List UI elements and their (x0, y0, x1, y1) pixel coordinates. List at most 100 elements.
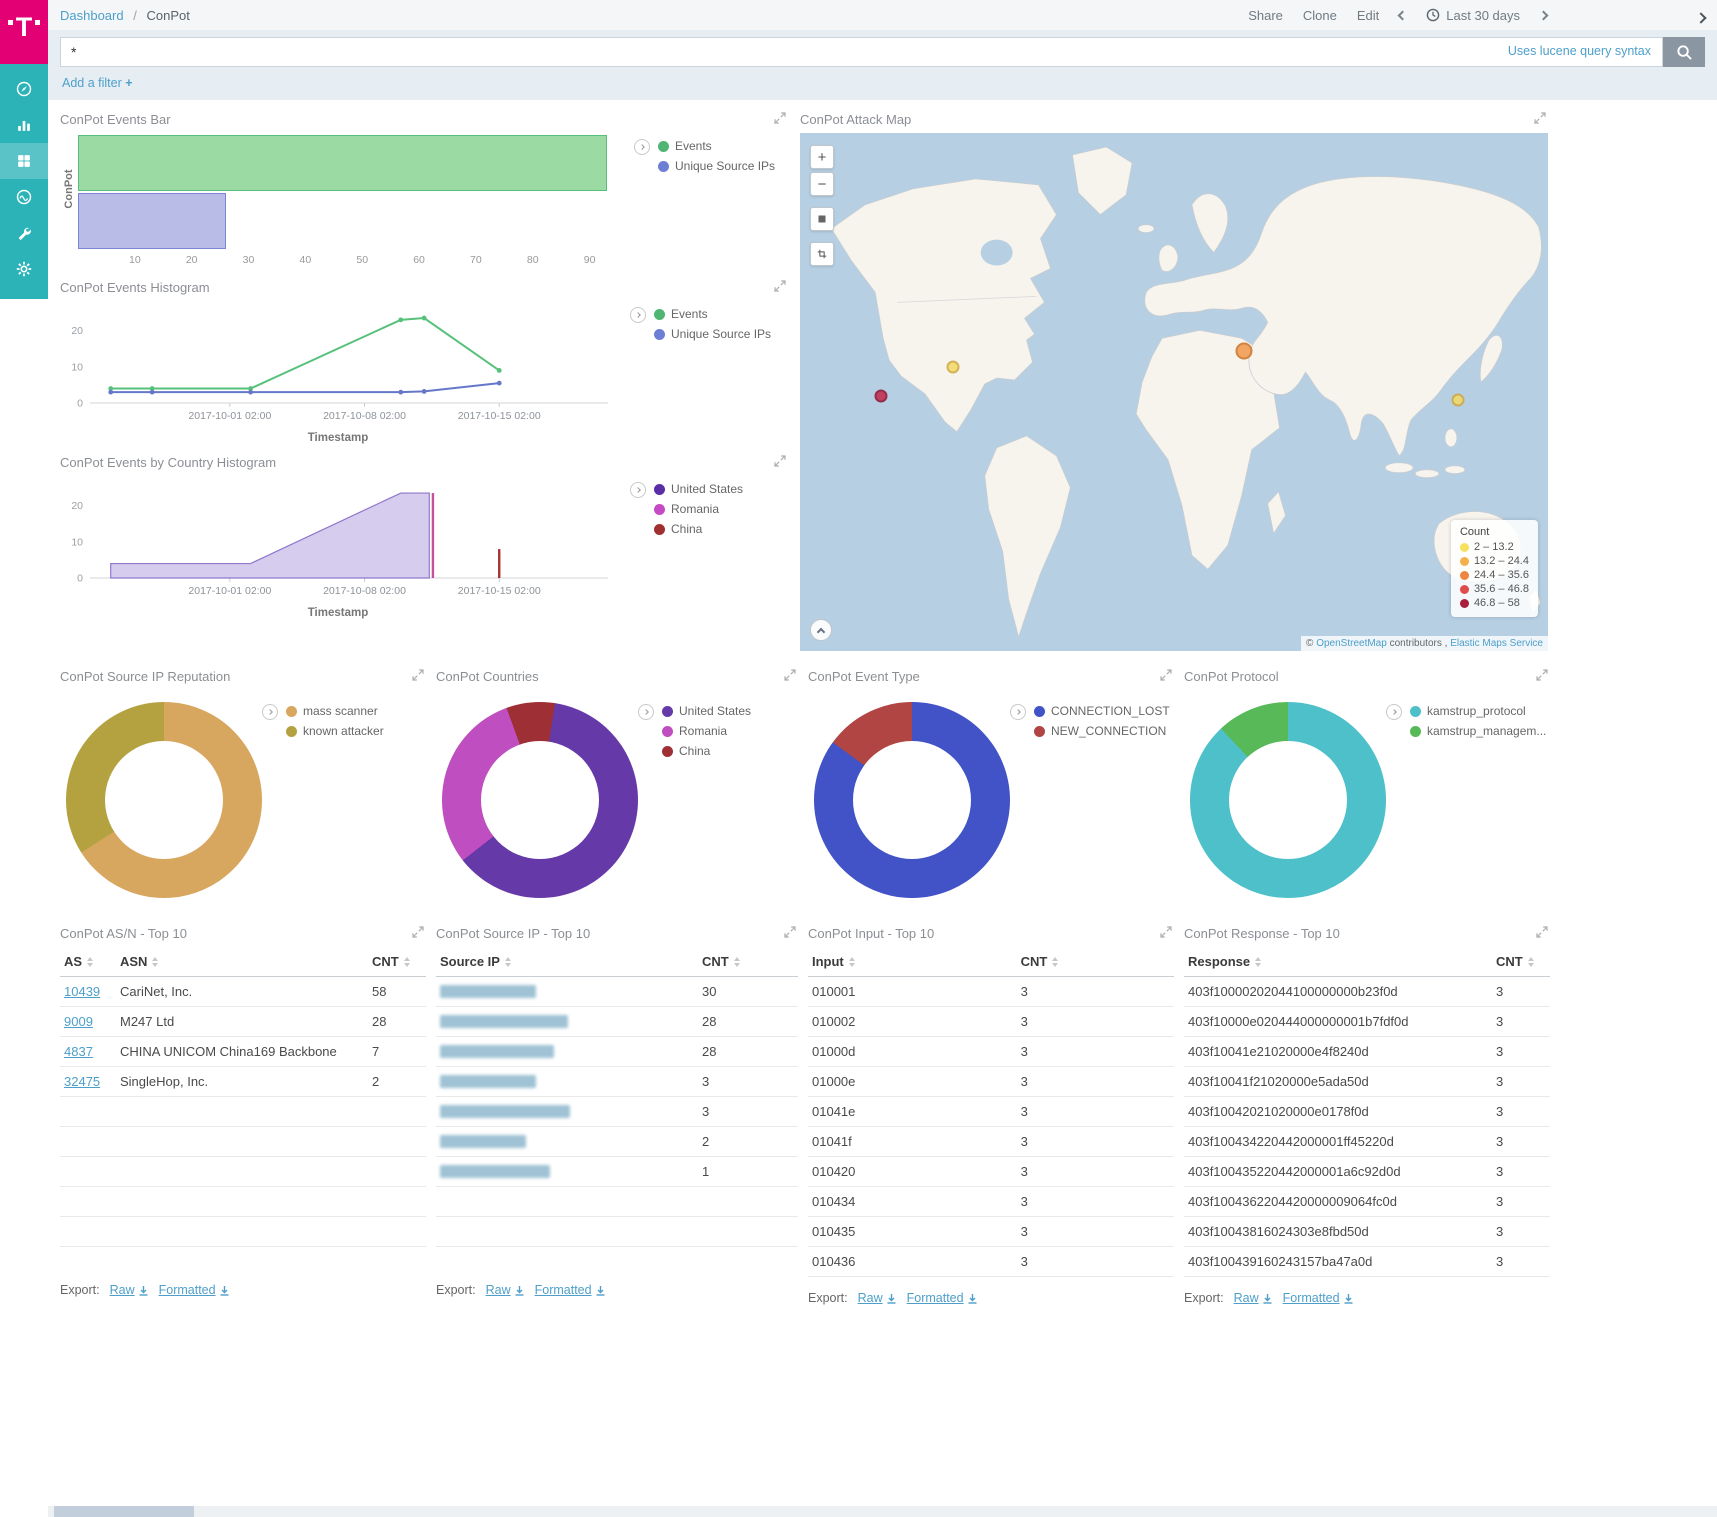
legend-item[interactable]: kamstrup_protocol (1410, 704, 1546, 718)
column-header-response[interactable]: Response (1184, 947, 1492, 977)
legend-toggle-icon[interactable] (1010, 704, 1026, 720)
legend-item[interactable]: United States (654, 482, 743, 496)
expand-panel-icon[interactable] (772, 110, 788, 129)
time-range-button[interactable]: Last 30 days (1426, 8, 1520, 23)
lucene-syntax-link[interactable]: Uses lucene query syntax (1507, 44, 1651, 58)
expand-panel-icon[interactable] (1158, 924, 1174, 943)
scrollbar-thumb[interactable] (54, 1506, 194, 1517)
query-input[interactable] (60, 37, 1663, 67)
sort-icon[interactable] (152, 956, 159, 967)
sort-icon[interactable] (733, 956, 740, 967)
expand-panel-icon[interactable] (410, 667, 426, 686)
sort-icon[interactable] (1527, 956, 1534, 967)
legend-toggle-icon[interactable] (262, 704, 278, 720)
map-marker[interactable] (1235, 342, 1253, 360)
legend-item[interactable]: Events (658, 139, 775, 153)
expand-panel-icon[interactable] (782, 667, 798, 686)
legend-toggle-icon[interactable] (630, 307, 646, 323)
sidebar-item-dev-tools[interactable] (0, 215, 48, 251)
openstreetmap-link[interactable]: OpenStreetMap (1316, 638, 1387, 649)
legend-item[interactable]: Romania (654, 502, 743, 516)
export-formatted-link[interactable]: Formatted (907, 1291, 978, 1305)
export-raw-link[interactable]: Raw (110, 1283, 149, 1297)
column-header-source-ip[interactable]: Source IP (436, 947, 698, 977)
sidebar-item-dashboard[interactable] (0, 143, 48, 179)
expand-panel-icon[interactable] (782, 924, 798, 943)
bar-unique-source-ips[interactable] (78, 193, 226, 249)
expand-panel-icon[interactable] (410, 924, 426, 943)
legend-item[interactable]: United States (662, 704, 751, 718)
sort-icon[interactable] (1052, 956, 1059, 967)
legend-item[interactable]: Romania (662, 724, 751, 738)
expand-panel-icon[interactable] (772, 278, 788, 297)
legend-item[interactable]: China (654, 522, 743, 536)
as-link[interactable]: 32475 (64, 1074, 101, 1089)
expand-panel-icon[interactable] (1534, 667, 1550, 686)
map-marker[interactable] (1451, 393, 1465, 407)
donut-countries[interactable] (442, 702, 638, 898)
legend-toggle-icon[interactable] (630, 482, 646, 498)
time-prev-button[interactable] (1397, 10, 1408, 20)
sidebar-item-discover[interactable] (0, 71, 48, 107)
add-filter-link[interactable]: Add a filter + (62, 76, 133, 90)
recenter-button[interactable] (810, 619, 832, 641)
export-raw-link[interactable]: Raw (486, 1283, 525, 1297)
edit-button[interactable]: Edit (1356, 7, 1380, 23)
legend-item[interactable]: kamstrup_managem... (1410, 724, 1546, 738)
expand-panel-icon[interactable] (772, 453, 788, 472)
legend-item[interactable]: Unique Source IPs (654, 327, 771, 341)
zoom-out-button[interactable]: − (810, 172, 834, 196)
clone-button[interactable]: Clone (1302, 7, 1337, 23)
legend-item[interactable]: CONNECTION_LOST (1034, 704, 1170, 718)
sort-icon[interactable] (504, 956, 511, 967)
share-button[interactable]: Share (1248, 7, 1283, 23)
expand-panel-icon[interactable] (1532, 110, 1548, 129)
tmobile-logo[interactable]: T (0, 0, 48, 64)
sort-icon[interactable] (87, 956, 94, 967)
export-raw-link[interactable]: Raw (1234, 1291, 1273, 1305)
legend-item[interactable]: mass scanner (286, 704, 384, 718)
zoom-in-button[interactable]: + (810, 145, 834, 169)
legend-toggle-icon[interactable] (1386, 704, 1402, 720)
breadcrumb-dashboard-link[interactable]: Dashboard (60, 7, 124, 23)
sidebar-item-visualize[interactable] (0, 107, 48, 143)
fit-data-button[interactable] (810, 207, 834, 231)
legend-item[interactable]: Unique Source IPs (658, 159, 775, 173)
expand-panel-icon[interactable] (1158, 667, 1174, 686)
legend-item[interactable]: Events (654, 307, 771, 321)
time-next-button[interactable] (1538, 10, 1549, 20)
donut-source-ip-reputation[interactable] (66, 702, 262, 898)
column-header-cnt[interactable]: CNT (698, 947, 798, 977)
column-header-input[interactable]: Input (808, 947, 1017, 977)
sort-icon[interactable] (1255, 956, 1262, 967)
search-button[interactable] (1663, 37, 1705, 67)
horizontal-scrollbar[interactable] (48, 1506, 1717, 1517)
bar-events[interactable] (78, 135, 607, 191)
export-formatted-link[interactable]: Formatted (1283, 1291, 1354, 1305)
edge-chevron[interactable] (1695, 10, 1707, 25)
export-formatted-link[interactable]: Formatted (159, 1283, 230, 1297)
sort-icon[interactable] (848, 956, 855, 967)
legend-toggle-icon[interactable] (638, 704, 654, 720)
column-header-as[interactable]: AS (60, 947, 116, 977)
column-header-cnt[interactable]: CNT (368, 947, 426, 977)
sidebar-item-management[interactable] (0, 251, 48, 287)
export-formatted-link[interactable]: Formatted (535, 1283, 606, 1297)
elastic-maps-link[interactable]: Elastic Maps Service (1450, 638, 1543, 649)
column-header-cnt[interactable]: CNT (1492, 947, 1550, 977)
map-marker[interactable] (874, 389, 888, 403)
draw-rectangle-button[interactable] (810, 242, 834, 266)
column-header-asn[interactable]: ASN (116, 947, 368, 977)
sort-icon[interactable] (403, 956, 410, 967)
map-marker[interactable] (946, 360, 960, 374)
as-link[interactable]: 9009 (64, 1014, 93, 1029)
as-link[interactable]: 4837 (64, 1044, 93, 1059)
expand-panel-icon[interactable] (1534, 924, 1550, 943)
donut-event-type[interactable] (814, 702, 1010, 898)
column-header-cnt[interactable]: CNT (1016, 947, 1174, 977)
legend-toggle-icon[interactable] (634, 139, 650, 155)
as-link[interactable]: 10439 (64, 984, 101, 999)
export-raw-link[interactable]: Raw (858, 1291, 897, 1305)
legend-item[interactable]: known attacker (286, 724, 384, 738)
legend-item[interactable]: China (662, 744, 751, 758)
